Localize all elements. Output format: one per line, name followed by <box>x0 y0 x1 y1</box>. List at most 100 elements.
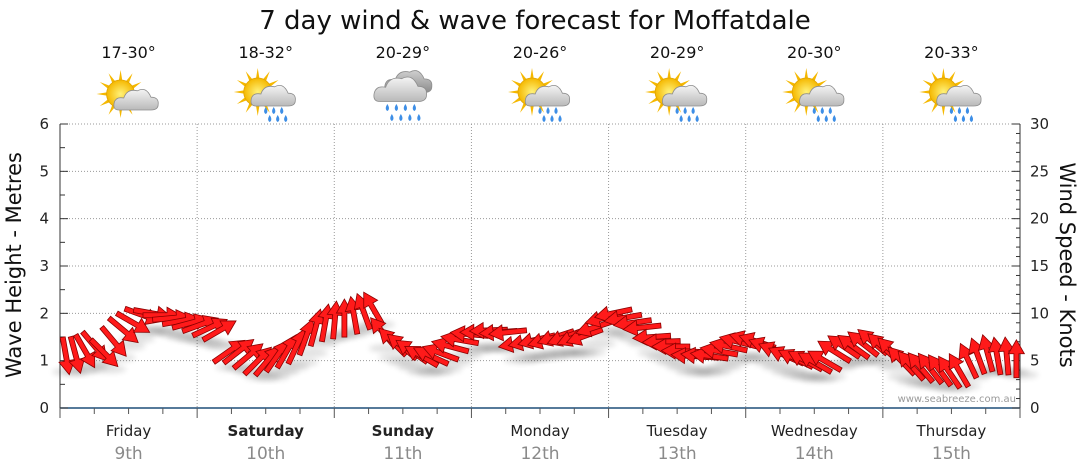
left-tick-label: 4 <box>39 210 49 228</box>
left-tick-label: 2 <box>39 304 49 322</box>
sun-ray <box>667 68 671 79</box>
wind-arrow <box>106 315 139 344</box>
day-date-label: 11th <box>383 444 422 464</box>
arrow-shadow <box>580 339 616 348</box>
sun-ray <box>96 92 107 96</box>
arrow-shadow <box>944 382 981 391</box>
temperature-label: 20-33° <box>924 43 979 62</box>
rain-drop <box>264 107 268 114</box>
rain-icon <box>373 70 433 121</box>
sun-ray <box>236 80 247 87</box>
cloud-shape <box>936 85 982 107</box>
wind-arrow <box>88 337 119 368</box>
rain-drop <box>957 107 962 114</box>
wind-arrow <box>72 332 96 369</box>
sun-showers-icon <box>233 68 296 122</box>
rain-drop <box>961 115 966 122</box>
sun-showers-icon <box>919 68 982 122</box>
arrow-shadow <box>1002 370 1039 379</box>
wind-arrow <box>958 342 980 380</box>
day-date-label: 15th <box>932 444 971 464</box>
sun-ray <box>648 97 658 104</box>
rain-drop <box>276 115 280 122</box>
sun-ray <box>804 105 808 116</box>
left-tick-label: 5 <box>39 162 49 180</box>
day-date-label: 9th <box>114 444 142 464</box>
wind-arrow <box>1007 338 1026 379</box>
sun-ray <box>817 80 828 87</box>
left-tick-label: 0 <box>39 399 49 417</box>
right-tick-label: 30 <box>1030 115 1049 133</box>
day-name-label: Saturday <box>228 422 305 440</box>
cloud-shape <box>373 76 427 102</box>
sun-ray <box>948 71 956 81</box>
rain-drop <box>417 114 421 121</box>
sun-ray <box>99 99 110 106</box>
sun-ray <box>520 103 527 113</box>
rain-drop <box>546 107 550 114</box>
left-axis-title: Wave Height - Metres <box>2 152 26 378</box>
sun-ray <box>674 71 682 81</box>
sun-ray <box>530 68 534 79</box>
sun-ray <box>811 71 819 81</box>
wind-arrow <box>807 350 843 373</box>
wind-arrow <box>353 292 373 331</box>
sun-ray <box>537 71 544 81</box>
rain-drop <box>394 104 398 111</box>
rain-drop <box>969 115 974 122</box>
rain-drop <box>284 115 288 122</box>
wind-arrow <box>997 336 1016 376</box>
rain-drop <box>538 107 542 114</box>
rain-drop <box>542 115 546 122</box>
axes: 0 1 2 3 4 5 6 0 5 10 15 20 25 30 <box>39 115 1049 418</box>
sun-ray <box>108 105 116 115</box>
right-tick-label: 20 <box>1030 210 1049 228</box>
sun-ray <box>263 71 270 81</box>
rain-drop <box>399 114 403 121</box>
sun-ray <box>785 80 796 87</box>
right-tick-label: 15 <box>1030 257 1049 275</box>
sun-ray <box>657 103 664 113</box>
rain-drop <box>965 107 970 114</box>
rain-drop <box>832 115 836 122</box>
day-date-label: 13th <box>658 444 697 464</box>
arrow-shadow <box>570 348 607 357</box>
sun-ray <box>543 80 553 87</box>
sun-ray <box>794 71 801 81</box>
rain-drop <box>691 107 695 114</box>
wind-arrow <box>363 291 386 327</box>
rain-drop <box>390 114 394 121</box>
watermark: www.seabreeze.com.au <box>898 394 1016 405</box>
wind-arrow <box>114 310 151 333</box>
sun-showers-icon <box>782 68 845 122</box>
arrow-shadow <box>90 365 127 374</box>
rain-drop <box>675 107 679 114</box>
sun-ray <box>785 97 796 104</box>
day-name-label: Thursday <box>916 422 987 440</box>
sun-ray <box>233 90 244 94</box>
day-date-label: 10th <box>246 444 285 464</box>
wind-arrow <box>948 352 972 389</box>
sun-ray <box>520 71 527 81</box>
sun-ray <box>268 80 279 87</box>
sun-ray <box>645 90 656 94</box>
rain-drop <box>824 115 828 122</box>
sun-ray <box>118 107 123 118</box>
left-tick-label: 1 <box>39 352 49 370</box>
right-tick-label: 5 <box>1030 352 1040 370</box>
rain-drop <box>403 104 407 111</box>
wind-arrow <box>67 335 86 375</box>
temperature-label: 20-30° <box>787 43 842 62</box>
right-tick-label: 25 <box>1030 162 1049 180</box>
wind-arrow <box>978 333 996 373</box>
rain-drop <box>408 114 412 121</box>
arrow-shadow <box>810 372 847 381</box>
sun-ray <box>922 80 933 87</box>
sun-ray <box>680 80 690 87</box>
wind-arrow <box>58 336 76 376</box>
wind-arrow <box>622 319 662 337</box>
day-name-label: Tuesday <box>646 422 708 440</box>
wind-arrow <box>99 325 127 357</box>
right-tick-label: 0 <box>1030 399 1040 417</box>
